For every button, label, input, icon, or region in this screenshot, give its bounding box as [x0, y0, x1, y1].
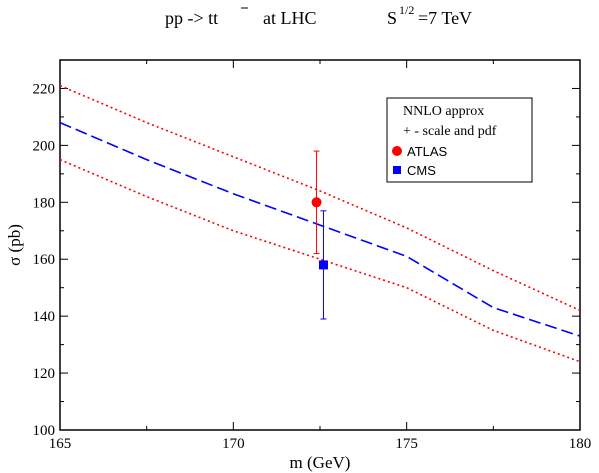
- y-tick-label: 120: [33, 366, 56, 382]
- series-upper: [59, 84, 581, 312]
- y-axis: 100 120 140 160 180 200 220: [33, 81, 580, 439]
- title-process-tbar: t: [213, 8, 218, 28]
- x-tick-label: 165: [49, 436, 72, 452]
- legend-header-1: NNLO approx: [403, 104, 484, 119]
- legend-atlas-label: ATLAS: [407, 144, 448, 159]
- y-tick-label: 220: [33, 81, 56, 97]
- legend-header-2: + - scale and pdf: [403, 124, 497, 139]
- y-tick-label: 160: [33, 252, 56, 268]
- title-energy-base: S: [387, 8, 397, 28]
- cms-point: [318, 260, 328, 270]
- y-tick-label: 200: [33, 138, 56, 154]
- legend-atlas-marker: [392, 146, 402, 156]
- x-axis-label: m (GeV): [290, 453, 351, 472]
- y-tick-label: 100: [33, 423, 56, 439]
- legend-box: [386, 97, 533, 183]
- title-energy-value: =7 TeV: [418, 8, 472, 28]
- x-tick-label: 175: [395, 436, 418, 452]
- title-energy-sup: 1/2: [399, 3, 414, 17]
- legend: NNLO approx + - scale and pdf ATLAS CMS: [386, 97, 533, 183]
- x-axis: 165 170 175 180: [49, 60, 592, 452]
- x-tick-label: 170: [222, 436, 245, 452]
- atlas-point: [311, 197, 322, 208]
- title-process: pp -> tt: [165, 8, 218, 28]
- series-lower: [59, 158, 581, 363]
- measurements: [311, 150, 328, 320]
- theory-curves: [59, 84, 581, 363]
- y-tick-label: 180: [33, 195, 56, 211]
- legend-cms-marker: [393, 166, 401, 174]
- series-central: [59, 121, 581, 337]
- y-axis-label: σ (pb): [5, 224, 24, 266]
- legend-cms-label: CMS: [407, 163, 436, 178]
- x-tick-label: 180: [569, 436, 592, 452]
- chart-title: pp -> tt at LHC S 1/2 =7 TeV: [165, 3, 472, 28]
- y-tick-label: 140: [33, 309, 56, 325]
- title-process-prefix: pp -> t: [165, 8, 213, 28]
- title-at: at LHC: [263, 8, 317, 28]
